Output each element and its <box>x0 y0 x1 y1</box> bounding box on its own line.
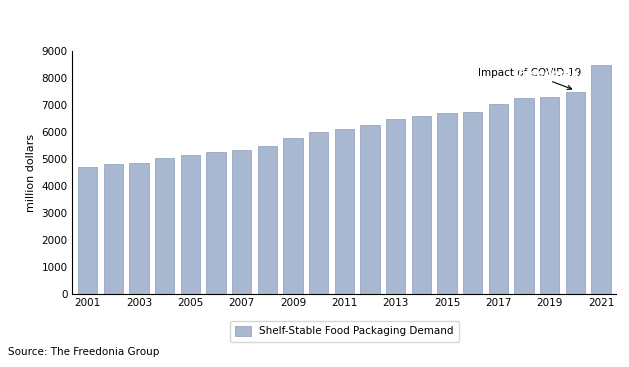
Bar <box>206 152 226 294</box>
Y-axis label: million dollars: million dollars <box>26 134 36 211</box>
Bar <box>181 155 200 294</box>
Bar <box>155 158 174 294</box>
Legend: Shelf-Stable Food Packaging Demand: Shelf-Stable Food Packaging Demand <box>230 321 459 342</box>
Bar <box>591 65 611 294</box>
Bar <box>360 126 380 294</box>
Bar <box>284 138 303 294</box>
Bar <box>309 132 328 294</box>
Bar <box>104 164 123 294</box>
Bar <box>437 113 457 294</box>
Text: Freedonia: Freedonia <box>518 69 580 79</box>
Bar <box>258 146 277 294</box>
Bar <box>489 104 508 294</box>
Bar <box>130 163 148 294</box>
Bar <box>78 167 97 294</box>
Bar <box>386 119 405 294</box>
Bar <box>463 112 482 294</box>
Text: Shelf-Stable Food Packaging Demand, 2001 – 2021 (million dollars): Shelf-Stable Food Packaging Demand, 2001… <box>8 10 452 23</box>
Bar <box>565 92 585 294</box>
Bar <box>335 130 354 294</box>
Bar <box>232 150 252 294</box>
Bar <box>412 116 431 294</box>
Text: Source: The Freedonia Group: Source: The Freedonia Group <box>8 347 159 357</box>
Bar <box>515 98 533 294</box>
Text: Impact of COVID-19: Impact of COVID-19 <box>478 68 581 90</box>
Bar <box>540 97 559 294</box>
